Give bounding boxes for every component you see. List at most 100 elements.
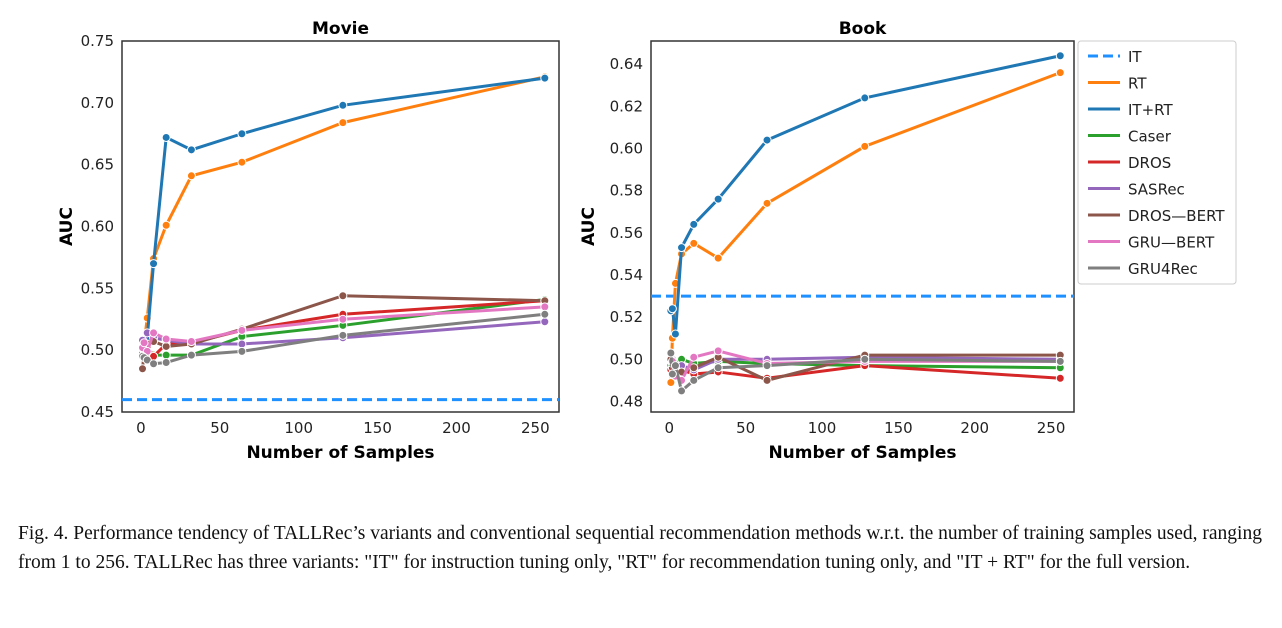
- legend-label: GRU4Rec: [1128, 260, 1198, 278]
- x-tick-label: 0: [136, 419, 146, 437]
- data-point: [666, 348, 676, 358]
- chart-title: Movie: [312, 19, 369, 39]
- data-point: [762, 375, 772, 385]
- legend-entry: GRU4Rec: [1088, 260, 1198, 278]
- x-tick-label: 150: [363, 419, 392, 437]
- series-it-rt: [666, 51, 1065, 339]
- data-point: [149, 259, 159, 269]
- data-point: [689, 219, 699, 229]
- x-tick-label: 100: [808, 419, 837, 437]
- data-point: [1055, 356, 1065, 366]
- y-tick-label: 0.45: [81, 403, 114, 421]
- legend-entry: IT: [1088, 48, 1142, 66]
- legend-entry: GRU—BERT: [1088, 234, 1215, 252]
- data-point: [186, 350, 196, 360]
- data-point: [161, 358, 171, 368]
- chart-book: Book Number of Samples AUC 0 50 100 150 200 250 0…: [579, 19, 1075, 463]
- data-point: [237, 339, 247, 349]
- data-point: [237, 325, 247, 335]
- data-point: [666, 377, 676, 387]
- data-point: [689, 375, 699, 385]
- x-tick-label: 250: [1037, 419, 1066, 437]
- x-tick-label: 50: [736, 419, 755, 437]
- data-point: [161, 132, 171, 142]
- data-point: [338, 330, 348, 340]
- chart-title: Book: [839, 19, 887, 39]
- data-point: [667, 369, 677, 379]
- data-point: [1055, 51, 1065, 61]
- x-axis-label: Number of Samples: [768, 443, 956, 463]
- legend-label: SASRec: [1128, 181, 1185, 199]
- data-point: [186, 337, 196, 347]
- data-point: [540, 302, 550, 312]
- data-point: [713, 346, 723, 356]
- series-gru4rec: [666, 348, 1065, 396]
- y-tick-label: 0.54: [610, 266, 643, 284]
- data-point: [677, 386, 687, 396]
- x-tick-label: 50: [210, 419, 229, 437]
- chart-movie: Movie Number of Samples AUC 0 50 100 150 200 250…: [57, 19, 560, 463]
- data-point: [762, 361, 772, 371]
- y-tick-label: 0.70: [81, 94, 114, 112]
- y-tick-label: 0.60: [610, 140, 643, 158]
- legend-entry: SASRec: [1088, 181, 1185, 199]
- y-tick-label: 0.48: [610, 392, 643, 410]
- y-axis-label: AUC: [579, 207, 599, 246]
- y-tick-label: 0.64: [610, 55, 643, 73]
- y-tick-label: 0.65: [81, 156, 114, 174]
- y-tick-label: 0.75: [81, 32, 114, 50]
- legend-box: [1077, 40, 1237, 285]
- legend-label: Caser: [1128, 128, 1172, 146]
- y-tick-label: 0.56: [610, 224, 643, 242]
- legend-entry: Caser: [1088, 128, 1172, 146]
- legend-label: RT: [1128, 75, 1147, 93]
- data-point: [689, 238, 699, 248]
- legend-label: DROS—BERT: [1128, 207, 1225, 225]
- data-point: [762, 135, 772, 145]
- data-point: [161, 334, 171, 344]
- data-point: [161, 341, 171, 351]
- data-point: [540, 309, 550, 319]
- data-point: [860, 93, 870, 103]
- y-tick-label: 0.55: [81, 279, 114, 297]
- legend-label: IT: [1128, 48, 1142, 66]
- y-tick-label: 0.50: [610, 350, 643, 368]
- legend-label: GRU—BERT: [1128, 234, 1215, 252]
- legend-entry: RT: [1088, 75, 1147, 93]
- y-axis-label: AUC: [57, 207, 77, 246]
- data-point: [762, 198, 772, 208]
- figure: Movie Number of Samples AUC 0 50 100 150 200 250…: [57, 19, 1237, 463]
- x-tick-label: 100: [284, 419, 313, 437]
- data-point: [186, 145, 196, 155]
- data-point: [237, 157, 247, 167]
- x-tick-label: 150: [884, 419, 913, 437]
- data-point: [689, 352, 699, 362]
- data-point: [161, 220, 171, 230]
- data-point: [138, 364, 148, 374]
- data-point: [161, 350, 171, 360]
- x-tick-label: 200: [960, 419, 989, 437]
- y-tick-label: 0.50: [81, 341, 114, 359]
- data-point: [677, 243, 687, 253]
- data-point: [338, 314, 348, 324]
- data-point: [338, 118, 348, 128]
- data-point: [540, 73, 550, 83]
- data-point: [139, 338, 149, 348]
- data-point: [860, 141, 870, 151]
- legend-entry: IT+RT: [1088, 101, 1173, 119]
- data-point: [237, 346, 247, 356]
- data-point: [1055, 373, 1065, 383]
- y-tick-label: 0.62: [610, 97, 643, 115]
- data-point: [670, 361, 680, 371]
- data-point: [540, 317, 550, 327]
- y-tick-label: 0.60: [81, 218, 114, 236]
- y-tick-label: 0.52: [610, 308, 643, 326]
- data-point: [667, 304, 677, 314]
- y-tick-label: 0.58: [610, 182, 643, 200]
- data-point: [237, 129, 247, 139]
- data-point: [670, 329, 680, 339]
- data-point: [713, 194, 723, 204]
- x-axis-label: Number of Samples: [246, 443, 434, 463]
- data-point: [713, 253, 723, 263]
- series-gru4rec: [138, 309, 550, 369]
